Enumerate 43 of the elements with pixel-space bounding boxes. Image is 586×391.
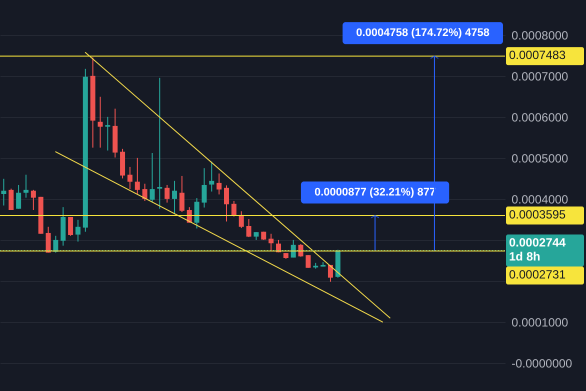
candlestick xyxy=(23,174,28,198)
annotation: 0.0004758 (174.72%) 4758 xyxy=(356,27,490,40)
candlestick xyxy=(75,219,80,242)
candlestick xyxy=(238,210,244,229)
y-tick-label: 0.0008000 xyxy=(512,28,569,42)
candlestick xyxy=(268,233,274,252)
candlestick xyxy=(172,180,178,215)
ref-line-label: 0.0003595 xyxy=(509,208,566,222)
candlestick xyxy=(224,184,230,222)
candlestick xyxy=(209,161,214,192)
ref-line-label: 0.0007483 xyxy=(509,48,566,62)
candlestick xyxy=(164,184,170,204)
candlestick xyxy=(105,116,110,152)
y-tick-label: 0.0006000 xyxy=(512,110,569,124)
y-tick-label: 0.0001000 xyxy=(512,315,569,330)
y-tick-label: 0.0004000 xyxy=(512,192,569,206)
candlestick xyxy=(120,148,126,179)
candlestick xyxy=(8,188,14,210)
candlestick xyxy=(1,178,6,206)
candlestick xyxy=(246,218,252,238)
y-tick-label: 0.0005000 xyxy=(512,151,569,166)
candlestick xyxy=(150,152,155,203)
y-tick-label: -0.0000000 xyxy=(512,356,573,370)
candlestick xyxy=(194,198,200,229)
candlestick xyxy=(179,175,184,213)
candlestick xyxy=(216,172,222,195)
candlestick xyxy=(30,189,36,210)
candlestick xyxy=(16,184,22,210)
ref-line-label: 0.0002744 1d 8h xyxy=(509,235,566,264)
candlestick xyxy=(134,157,140,195)
candlestick xyxy=(231,200,236,218)
candlestick xyxy=(306,254,311,268)
candlestick xyxy=(298,244,304,258)
candlestick xyxy=(60,206,66,246)
candlestick xyxy=(98,96,103,148)
candlestick xyxy=(142,183,148,202)
annotation: 0.0000877 (32.21%) 877 xyxy=(314,186,436,199)
candlestick xyxy=(202,168,207,208)
candlestick xyxy=(127,166,132,190)
candlestick xyxy=(157,77,162,210)
ref-line-label: 0.0002731 xyxy=(509,267,566,282)
candlestick xyxy=(68,216,74,236)
y-tick-label: 0.0007000 xyxy=(512,69,569,84)
